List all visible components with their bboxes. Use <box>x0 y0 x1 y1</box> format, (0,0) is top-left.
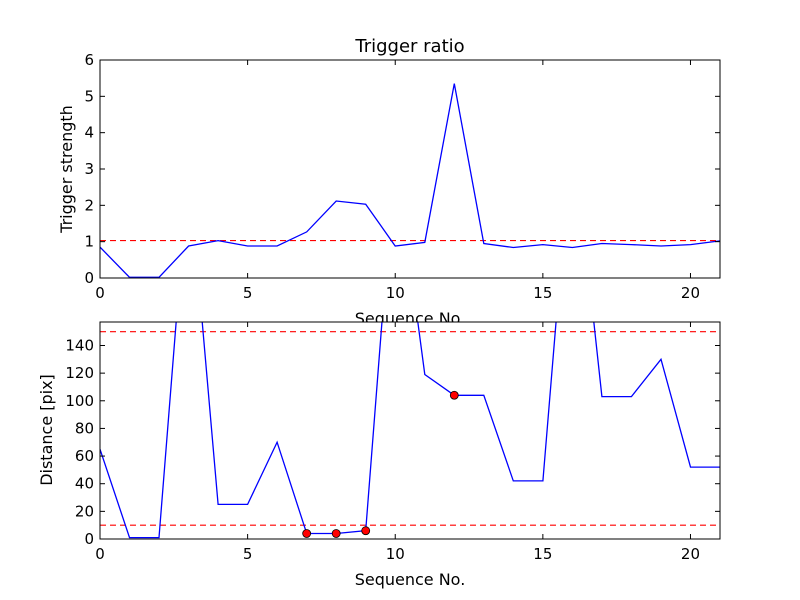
series-lines <box>100 322 720 539</box>
y-tick-label: 3 <box>84 160 94 178</box>
y-tick-label: 80 <box>75 419 94 437</box>
y-axis-label: Trigger strength <box>57 105 76 234</box>
axes-background <box>100 60 720 278</box>
x-tick-label: 5 <box>243 284 253 302</box>
y-tick-label: 4 <box>84 124 94 142</box>
y-tick-label: 40 <box>75 475 94 493</box>
x-tick-label: 15 <box>533 284 552 302</box>
y-axis-ticks: 0 20 40 60 80 100 120 140 <box>65 336 720 548</box>
x-tick-label: 0 <box>95 284 105 302</box>
x-axis-ticks: 0 5 10 15 20 <box>95 322 700 563</box>
x-tick-label: 5 <box>243 545 253 563</box>
data-point <box>361 526 371 536</box>
data-point <box>449 390 459 400</box>
x-tick-label: 0 <box>95 545 105 563</box>
y-tick-label: 6 <box>84 51 94 69</box>
series-lines <box>100 83 720 278</box>
y-tick-label: 2 <box>84 196 94 214</box>
y-tick-label: 60 <box>75 447 94 465</box>
y-tick-label: 140 <box>65 336 94 354</box>
axes-background <box>100 322 720 539</box>
y-tick-label: 5 <box>84 87 94 105</box>
y-tick-label: 120 <box>65 364 94 382</box>
data-markers <box>302 390 459 538</box>
axes-frame <box>99 321 721 540</box>
y-tick-label: 1 <box>84 233 94 251</box>
subplot-distance: 0 5 10 15 20 0 20 40 60 80 100 120 140 Sequence No.… <box>37 321 721 589</box>
data-point <box>302 529 312 538</box>
x-axis-ticks: 0 5 10 15 20 <box>95 60 700 302</box>
series-line <box>100 322 720 539</box>
x-tick-label: 20 <box>681 545 700 563</box>
chart-title: Trigger ratio <box>354 36 464 57</box>
y-axis-label: Distance [pix] <box>37 374 56 486</box>
x-tick-label: 15 <box>533 545 552 563</box>
y-tick-label: 0 <box>84 530 94 548</box>
y-tick-label: 0 <box>84 269 94 287</box>
x-tick-label: 10 <box>386 545 405 563</box>
data-point <box>331 529 341 538</box>
series-line <box>100 83 720 278</box>
x-axis-label: Sequence No. <box>355 570 466 589</box>
y-tick-label: 20 <box>75 502 94 520</box>
x-tick-label: 20 <box>681 284 700 302</box>
x-tick-label: 10 <box>386 284 405 302</box>
y-tick-label: 100 <box>65 392 94 410</box>
y-axis-ticks: 0 1 2 3 4 5 6 <box>84 51 720 287</box>
